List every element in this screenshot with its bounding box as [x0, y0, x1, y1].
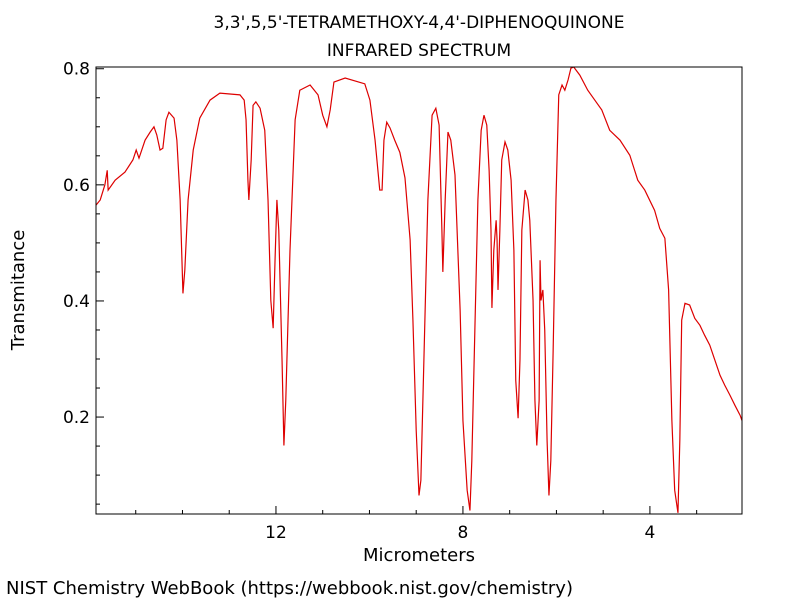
y-tick-label: 0.8: [63, 60, 90, 80]
x-tick-label: 4: [645, 523, 656, 543]
x-tick-label: 12: [265, 523, 287, 543]
plot-frame: [95, 66, 743, 515]
y-tick-label: 0.6: [63, 176, 90, 196]
source-note: NIST Chemistry WebBook (https://webbook.…: [6, 578, 573, 599]
y-tick-label: 0.4: [63, 292, 90, 312]
y-tick-label: 0.2: [63, 408, 90, 428]
x-tick-label: 8: [458, 523, 469, 543]
chart-subtitle: INFRARED SPECTRUM: [327, 41, 511, 61]
spectrum-line: [96, 67, 742, 513]
chart-title: 3,3',5,5'-TETRAMETHOXY-4,4'-DIPHENOQUINO…: [214, 13, 625, 33]
y-axis-label: Transmitance: [8, 230, 29, 352]
x-axis-label: Micrometers: [363, 545, 475, 566]
